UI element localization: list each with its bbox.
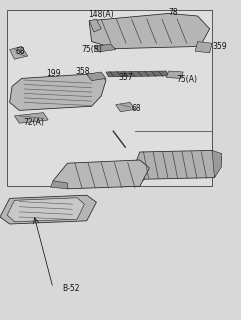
Polygon shape: [195, 42, 212, 53]
Text: 357: 357: [118, 73, 133, 82]
Text: 358: 358: [76, 67, 90, 76]
Text: 148(A): 148(A): [88, 10, 114, 19]
Polygon shape: [51, 181, 67, 189]
Polygon shape: [106, 71, 169, 77]
Polygon shape: [89, 13, 210, 49]
Polygon shape: [10, 74, 106, 110]
Text: 359: 359: [212, 42, 227, 51]
Polygon shape: [94, 44, 116, 52]
Text: 199: 199: [46, 69, 60, 78]
Polygon shape: [14, 113, 48, 123]
Bar: [7, 10, 212, 186]
Polygon shape: [128, 171, 145, 183]
Text: 78: 78: [169, 8, 178, 17]
Polygon shape: [10, 46, 28, 59]
Polygon shape: [212, 150, 222, 178]
Polygon shape: [133, 150, 222, 179]
Text: 75(B): 75(B): [81, 45, 102, 54]
Text: 75(A): 75(A): [176, 75, 197, 84]
Polygon shape: [0, 195, 96, 224]
Text: 68: 68: [16, 47, 25, 56]
Polygon shape: [53, 160, 149, 189]
Text: 68: 68: [131, 104, 141, 113]
Polygon shape: [166, 71, 183, 78]
Polygon shape: [87, 72, 106, 81]
Polygon shape: [89, 19, 101, 32]
Polygon shape: [7, 198, 84, 222]
Text: 72(A): 72(A): [23, 118, 44, 127]
Text: B-52: B-52: [63, 284, 80, 293]
Polygon shape: [116, 102, 135, 112]
